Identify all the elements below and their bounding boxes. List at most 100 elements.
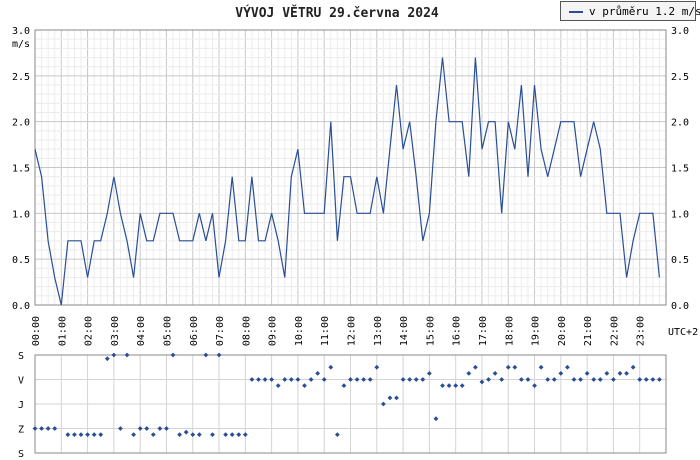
direction-point: [170, 352, 176, 358]
direction-point: [578, 377, 583, 382]
x-tick-label: 00:00: [31, 316, 42, 346]
direction-point: [328, 364, 334, 370]
direction-point: [302, 383, 307, 389]
direction-point: [479, 379, 485, 385]
y-tick-label-left: 2.0: [12, 118, 30, 129]
direction-point: [538, 364, 544, 370]
y-tick-label-left: 3.0: [12, 26, 30, 37]
direction-point: [39, 426, 44, 431]
direction-point: [78, 432, 84, 438]
direction-point: [164, 426, 169, 431]
direction-point: [518, 377, 524, 382]
direction-point: [216, 352, 222, 358]
x-tick-label: 23:00: [636, 316, 647, 346]
direction-point: [361, 377, 367, 382]
speed-series-line: [34, 57, 660, 306]
direction-point: [643, 377, 649, 382]
direction-point: [150, 432, 156, 438]
direction-point: [288, 377, 294, 382]
direction-point: [374, 364, 380, 370]
direction-point: [617, 370, 623, 376]
legend-swatch: [569, 11, 583, 13]
y-tick-label-left: 1.0: [12, 209, 30, 220]
plot-frame: [34, 29, 667, 306]
direction-point: [111, 352, 117, 358]
direction-point: [512, 364, 518, 370]
x-tick-label: 09:00: [268, 316, 279, 346]
timezone-label: UTC+2: [668, 327, 698, 338]
x-tick-label: 10:00: [294, 316, 305, 346]
direction-point: [183, 429, 189, 435]
direction-point: [177, 432, 183, 438]
direction-point: [499, 377, 505, 382]
y-tick-label-right: 3.0: [671, 26, 689, 37]
direction-point: [236, 432, 242, 438]
direction-point: [131, 432, 136, 438]
direction-point: [597, 377, 603, 382]
direction-point: [545, 377, 551, 382]
direction-point: [433, 416, 439, 422]
direction-point: [453, 383, 459, 389]
x-tick-label: 04:00: [136, 316, 147, 346]
x-tick-label: 15:00: [425, 316, 436, 346]
direction-point: [611, 377, 616, 382]
direction-point: [558, 370, 564, 376]
x-tick-label: 12:00: [347, 316, 358, 346]
direction-point: [584, 370, 590, 376]
direction-point: [256, 377, 261, 382]
y-tick-label-left: 0.5: [12, 255, 30, 266]
y-tick-label-left: 2.5: [12, 72, 30, 83]
chart-title: VÝVOJ VĚTRU 29.června 2024: [235, 5, 439, 21]
direction-point: [387, 395, 393, 401]
direction-point: [282, 377, 288, 382]
x-tick-label: 08:00: [241, 316, 252, 346]
direction-point: [591, 377, 597, 382]
x-tick-label: 16:00: [452, 316, 463, 346]
direction-point: [196, 432, 202, 438]
direction-point: [472, 364, 478, 370]
direction-point: [223, 432, 229, 438]
direction-point: [630, 364, 636, 370]
direction-point: [413, 377, 419, 382]
direction-point: [190, 432, 196, 438]
direction-point: [525, 377, 531, 382]
direction-point: [295, 377, 301, 382]
direction-point: [440, 383, 445, 389]
direction-point: [486, 377, 491, 382]
x-tick-label: 22:00: [609, 316, 620, 346]
direction-point: [98, 432, 104, 438]
y-tick-label-right: 2.0: [671, 118, 689, 129]
direction-point: [124, 352, 130, 358]
y-tick-label-right: 1.0: [671, 209, 689, 220]
direction-point: [275, 383, 281, 389]
x-tick-label: 01:00: [57, 316, 68, 346]
y-tick-label-right: 1.5: [671, 164, 689, 175]
x-tick-label: 17:00: [478, 316, 489, 346]
y-axis-unit: m/s: [12, 39, 30, 50]
direction-point: [380, 401, 386, 407]
direction-tick-label: J: [18, 400, 24, 411]
dir-plot-frame: [34, 354, 667, 454]
direction-point: [650, 377, 656, 382]
direction-point: [334, 432, 340, 438]
y-tick-label-right: 2.5: [671, 72, 689, 83]
direction-point: [203, 352, 209, 358]
direction-point: [157, 426, 163, 431]
direction-point: [505, 364, 511, 370]
legend-label: v průměru 1.2 m/s: [589, 5, 700, 18]
direction-point: [210, 432, 215, 438]
direction-point: [426, 370, 432, 376]
direction-point: [420, 377, 426, 382]
direction-point: [262, 377, 268, 382]
direction-point: [341, 383, 347, 389]
direction-point: [91, 432, 97, 438]
direction-point: [407, 377, 413, 382]
y-tick-label-left: 1.5: [12, 164, 30, 175]
direction-point: [637, 377, 643, 382]
direction-point: [394, 395, 399, 401]
direction-point: [308, 377, 314, 382]
direction-tick-label: Z: [18, 425, 24, 436]
direction-tick-label: S: [18, 351, 24, 362]
direction-point: [354, 377, 360, 382]
